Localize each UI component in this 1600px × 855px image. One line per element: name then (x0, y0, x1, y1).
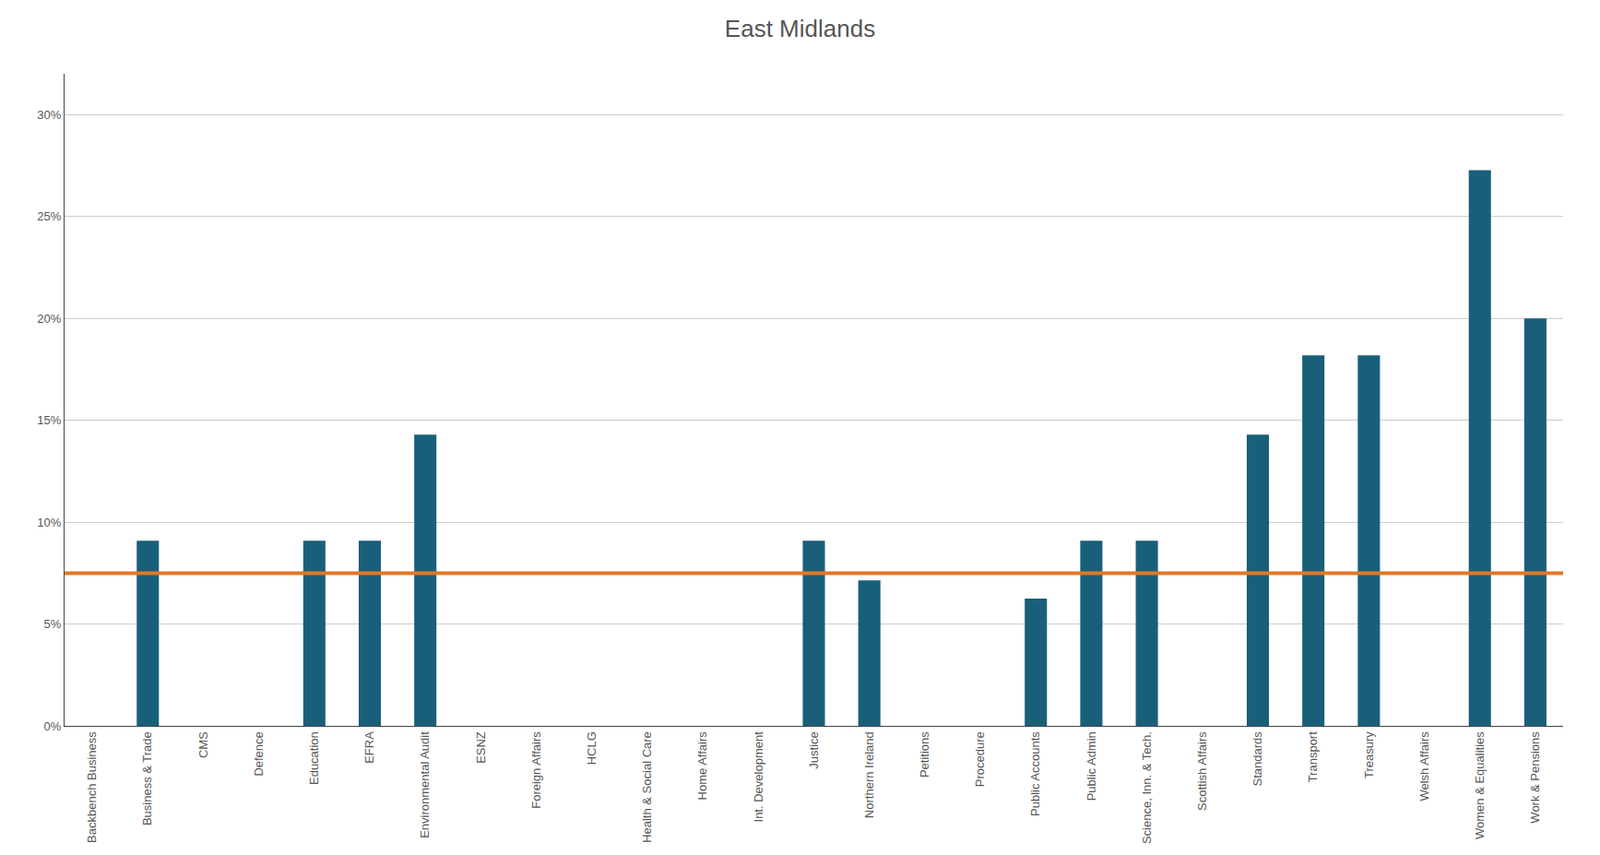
svg-text:Public Accounts: Public Accounts (1028, 731, 1043, 817)
svg-text:25%: 25% (36, 209, 61, 224)
svg-text:Procedure: Procedure (972, 731, 987, 787)
svg-text:30%: 30% (36, 107, 61, 122)
svg-text:Backbench Business: Backbench Business (84, 731, 99, 843)
svg-text:Health & Social Care: Health & Social Care (640, 731, 654, 843)
svg-text:Transport: Transport (1305, 731, 1320, 783)
svg-text:0%: 0% (44, 719, 62, 734)
svg-text:15%: 15% (36, 413, 61, 427)
svg-text:5%: 5% (44, 616, 62, 631)
svg-text:Northern Ireland: Northern Ireland (862, 731, 877, 818)
svg-text:Scottish Affairs: Scottish Affairs (1195, 731, 1209, 811)
svg-text:Home Affairs: Home Affairs (695, 731, 710, 801)
svg-text:East Midlands: East Midlands (724, 14, 876, 43)
svg-text:Treasury: Treasury (1362, 731, 1376, 779)
svg-text:Welsh Affairs: Welsh Affairs (1417, 731, 1432, 802)
svg-text:Petitions: Petitions (917, 731, 932, 778)
svg-text:Work & Pensions: Work & Pensions (1528, 731, 1542, 824)
svg-text:Public Admin: Public Admin (1084, 731, 1099, 801)
svg-text:Science, Inn. & Tech.: Science, Inn. & Tech. (1139, 731, 1154, 844)
svg-text:Education: Education (307, 731, 321, 785)
svg-text:EFRA: EFRA (362, 731, 377, 764)
svg-text:Int. Development: Int. Development (751, 731, 766, 823)
svg-text:CMS: CMS (196, 731, 211, 759)
svg-text:Defence: Defence (251, 731, 266, 776)
svg-text:Environmental Audit: Environmental Audit (417, 731, 432, 839)
svg-text:Business & Trade: Business & Trade (141, 731, 155, 826)
svg-text:Women & Equalities: Women & Equalities (1472, 731, 1487, 840)
svg-text:10%: 10% (36, 515, 61, 530)
svg-text:ESNZ: ESNZ (474, 731, 488, 764)
svg-text:Standards: Standards (1250, 731, 1265, 787)
svg-text:HCLG: HCLG (584, 731, 599, 765)
svg-text:20%: 20% (36, 311, 61, 326)
svg-text:Justice: Justice (806, 731, 821, 769)
svg-text:Foreign Affairs: Foreign Affairs (529, 731, 544, 809)
